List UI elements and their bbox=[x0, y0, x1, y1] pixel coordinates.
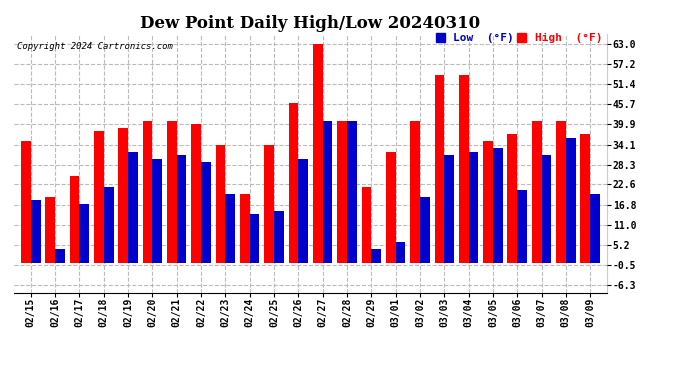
Bar bbox=[313, 44, 323, 263]
Bar bbox=[323, 121, 333, 263]
Bar bbox=[240, 194, 250, 263]
Bar bbox=[395, 242, 405, 263]
Bar bbox=[216, 145, 226, 263]
Bar bbox=[298, 159, 308, 263]
Bar bbox=[288, 103, 298, 263]
Bar bbox=[119, 128, 128, 263]
Bar bbox=[94, 131, 104, 263]
Bar bbox=[250, 214, 259, 263]
Bar bbox=[104, 187, 114, 263]
Bar bbox=[518, 190, 527, 263]
Bar bbox=[493, 148, 502, 263]
Bar bbox=[70, 176, 79, 263]
Bar bbox=[371, 249, 381, 263]
Bar bbox=[411, 121, 420, 263]
Bar bbox=[143, 121, 152, 263]
Bar bbox=[507, 135, 518, 263]
Bar bbox=[420, 197, 430, 263]
Bar bbox=[191, 124, 201, 263]
Bar bbox=[362, 187, 371, 263]
Bar bbox=[590, 194, 600, 263]
Bar bbox=[177, 155, 186, 263]
Bar bbox=[337, 121, 347, 263]
Bar bbox=[264, 145, 274, 263]
Text: Copyright 2024 Cartronics.com: Copyright 2024 Cartronics.com bbox=[17, 42, 172, 51]
Bar bbox=[128, 152, 138, 263]
Bar bbox=[347, 121, 357, 263]
Legend: Low  (°F), High  (°F): Low (°F), High (°F) bbox=[431, 28, 607, 48]
Bar bbox=[226, 194, 235, 263]
Bar bbox=[152, 159, 162, 263]
Bar bbox=[532, 121, 542, 263]
Bar bbox=[459, 75, 469, 263]
Bar bbox=[21, 141, 31, 263]
Bar bbox=[580, 135, 590, 263]
Title: Dew Point Daily High/Low 20240310: Dew Point Daily High/Low 20240310 bbox=[141, 15, 480, 32]
Bar bbox=[469, 152, 478, 263]
Bar bbox=[386, 152, 395, 263]
Bar bbox=[79, 204, 89, 263]
Bar bbox=[566, 138, 575, 263]
Bar bbox=[483, 141, 493, 263]
Bar bbox=[46, 197, 55, 263]
Bar bbox=[201, 162, 210, 263]
Bar bbox=[435, 75, 444, 263]
Bar bbox=[444, 155, 454, 263]
Bar bbox=[31, 201, 41, 263]
Bar bbox=[556, 121, 566, 263]
Bar bbox=[274, 211, 284, 263]
Bar bbox=[542, 155, 551, 263]
Bar bbox=[55, 249, 65, 263]
Bar bbox=[167, 121, 177, 263]
